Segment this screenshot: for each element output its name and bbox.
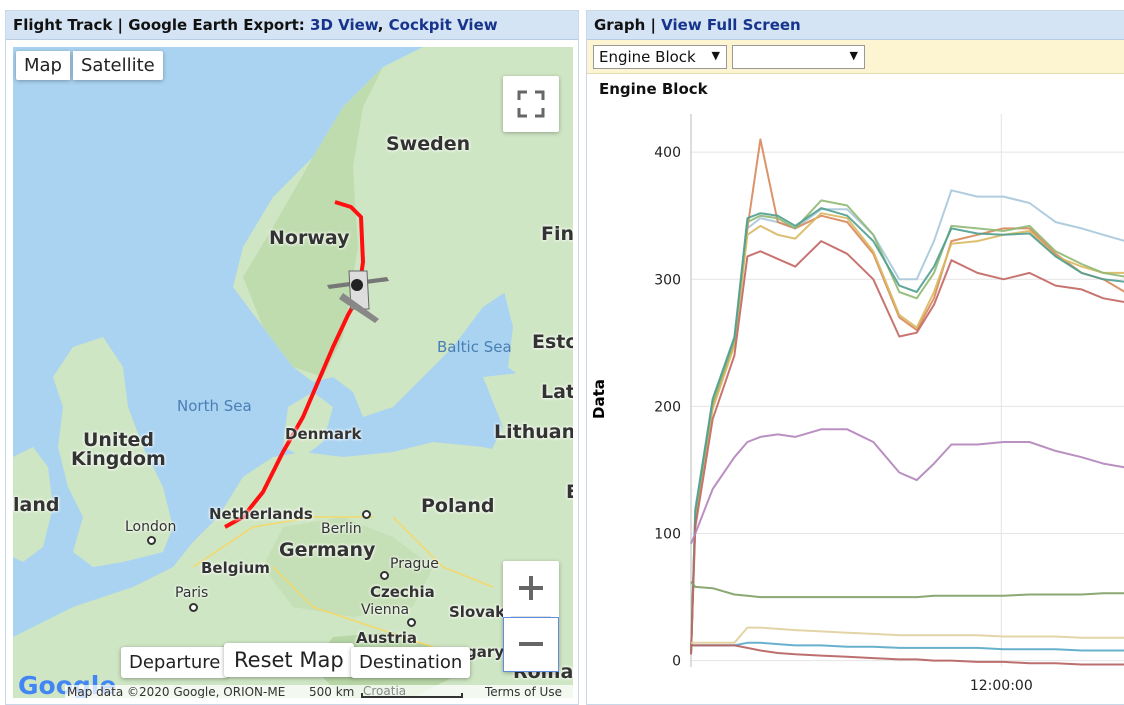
series-line-7 xyxy=(690,428,1124,545)
label-north-sea: North Sea xyxy=(177,397,252,415)
label-estonia: Esto xyxy=(532,331,573,353)
label-netherlands: Netherlands xyxy=(209,505,313,523)
view-full-screen-link[interactable]: View Full Screen xyxy=(661,16,801,34)
map-terrain xyxy=(13,47,573,698)
label-denmark: Denmark xyxy=(285,425,362,443)
label-london: London xyxy=(125,519,177,535)
series-line-8 xyxy=(690,581,1124,599)
x-tick-label: 12:00:00 xyxy=(970,678,1033,694)
zoom-control xyxy=(503,561,559,672)
label-baltic-sea: Baltic Sea xyxy=(437,338,512,356)
label-norway: Norway xyxy=(269,227,350,249)
label-united: United xyxy=(83,429,155,451)
graph-panel: Graph | View Full Screen Engine Block ▼ … xyxy=(586,10,1124,705)
series-line-2 xyxy=(690,138,1124,655)
label-lithuania: Lithuania xyxy=(494,421,573,443)
primary-series-select[interactable]: Engine Block ▼ xyxy=(593,45,727,69)
scale-label: 500 km xyxy=(309,685,355,698)
label-poland: Poland xyxy=(421,495,495,517)
zoom-in-button[interactable] xyxy=(503,561,559,616)
link-separator: , xyxy=(377,16,389,34)
reset-map-button[interactable]: Reset Map xyxy=(224,643,354,677)
label-sweden: Sweden xyxy=(386,133,471,155)
map-type-satellite-button[interactable]: Satellite xyxy=(73,51,163,80)
y-tick-label: 200 xyxy=(654,399,681,415)
zoom-divider xyxy=(511,616,551,617)
flight-map[interactable]: Sweden Norway Finl Esto Latv Lithuania B… xyxy=(13,47,573,698)
triangle-down-icon: ▼ xyxy=(711,49,720,62)
y-tick-label: 400 xyxy=(654,145,681,161)
label-slovakia: Slovaki xyxy=(449,603,511,621)
label-berlin: Berlin xyxy=(321,521,362,537)
graph-area[interactable]: 0 100 200 300 400 12:00:00 Engine Block Data xyxy=(587,74,1124,704)
series-line-5 xyxy=(690,207,1124,655)
label-belgium: Belgium xyxy=(201,559,270,577)
label-edge-e: E xyxy=(566,481,573,503)
chart-y-axis-label: Data xyxy=(590,379,608,419)
cockpit-view-link[interactable]: Cockpit View xyxy=(388,16,498,34)
label-croatia: Croatia xyxy=(363,684,407,698)
minus-icon xyxy=(519,642,543,646)
map-data-text: Map data ©2020 Google, ORION-ME xyxy=(67,685,286,698)
label-paris: Paris xyxy=(175,585,209,601)
label-czechia: Czechia xyxy=(370,583,435,601)
label-prague: Prague xyxy=(390,556,439,572)
map-attribution: Map data ©2020 Google, ORION-ME 500 km C… xyxy=(65,684,573,698)
label-kingdom: Kingdom xyxy=(71,448,166,470)
label-ireland: land xyxy=(13,494,60,516)
chart-title: Engine Block xyxy=(599,80,708,98)
series-line-6 xyxy=(690,240,1124,655)
graph-toolbar: Engine Block ▼ ▼ xyxy=(587,40,1124,74)
series-line-1 xyxy=(690,189,1124,655)
flight-track-header: Flight Track | Google Earth Export: 3D V… xyxy=(6,11,578,40)
label-austria: Austria xyxy=(356,629,418,647)
departure-button[interactable]: Departure xyxy=(121,647,229,678)
label-latvia: Latv xyxy=(541,381,573,403)
primary-series-value: Engine Block xyxy=(599,48,696,66)
graph-title: Graph | xyxy=(594,16,662,34)
fullscreen-icon xyxy=(517,90,545,118)
vienna-dot xyxy=(407,618,416,627)
zoom-out-button[interactable] xyxy=(503,617,559,672)
3d-view-link[interactable]: 3D View xyxy=(310,16,378,34)
prague-dot xyxy=(380,571,389,580)
series-line-11 xyxy=(691,644,1124,666)
scale-bar xyxy=(361,693,463,698)
series-line-9 xyxy=(691,626,1124,644)
label-vienna: Vienna xyxy=(361,602,410,618)
plus-icon xyxy=(519,576,543,600)
flight-track-panel: Flight Track | Google Earth Export: 3D V… xyxy=(5,10,579,705)
label-finland: Finl xyxy=(541,223,573,245)
y-tick-label: 300 xyxy=(654,272,681,288)
flight-track-title: Flight Track | Google Earth Export: xyxy=(13,16,311,34)
y-tick-label: 0 xyxy=(672,654,681,670)
engine-block-chart: 0 100 200 300 400 12:00:00 xyxy=(654,114,1124,694)
y-tick-label: 100 xyxy=(654,527,681,543)
aircraft-icon xyxy=(327,270,389,323)
secondary-series-select[interactable]: ▼ xyxy=(732,45,865,69)
fullscreen-button[interactable] xyxy=(503,76,559,132)
graph-header: Graph | View Full Screen xyxy=(587,11,1124,40)
flight-track-line xyxy=(224,200,365,529)
map-type-map-button[interactable]: Map xyxy=(16,51,70,80)
series-line-10 xyxy=(691,641,1124,652)
triangle-down-icon: ▼ xyxy=(849,49,858,62)
terms-of-use-link[interactable]: Terms of Use xyxy=(485,685,562,698)
destination-button[interactable]: Destination xyxy=(351,647,471,678)
berlin-dot xyxy=(362,510,371,519)
label-hungary: gary xyxy=(466,643,505,661)
label-germany: Germany xyxy=(279,539,376,561)
series-line-4 xyxy=(690,199,1124,655)
paris-dot xyxy=(189,603,198,612)
london-dot xyxy=(147,536,156,545)
